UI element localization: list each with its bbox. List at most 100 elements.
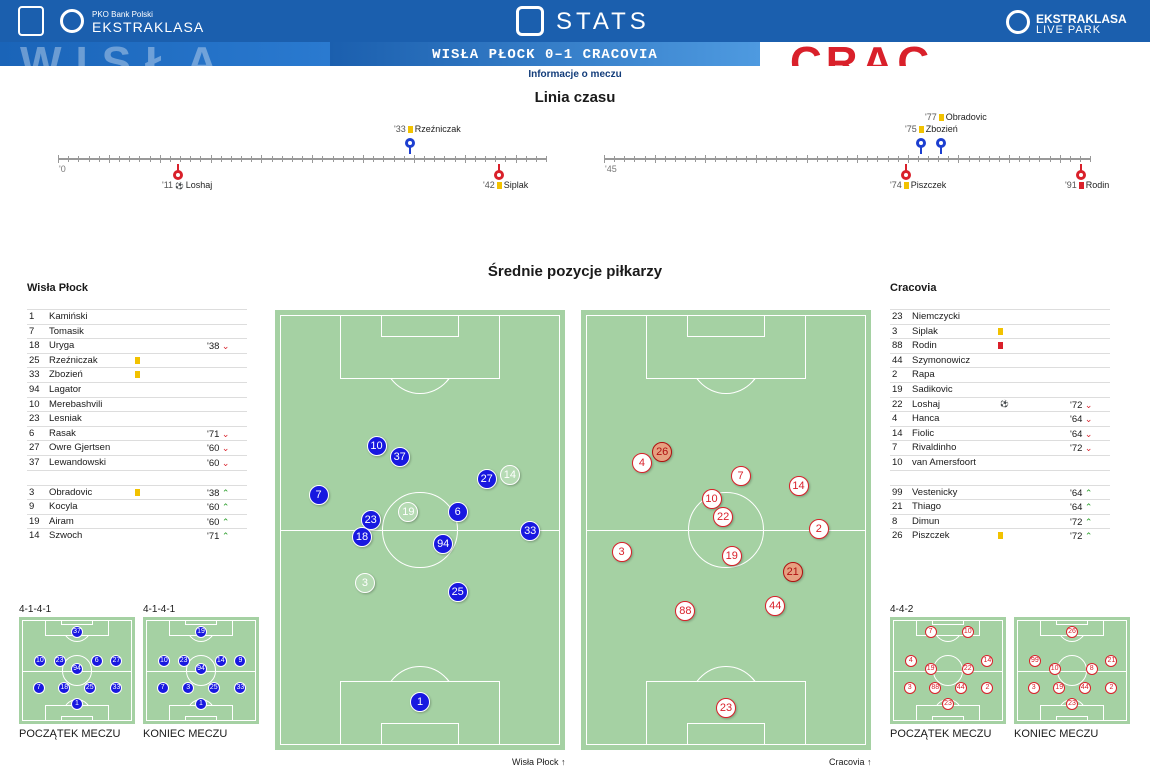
mini-player-marker[interactable]: 7 <box>156 681 169 694</box>
card-pin-icon[interactable] <box>494 164 504 180</box>
home-player-marker[interactable]: 25 <box>447 581 468 602</box>
player-name[interactable]: Thiago <box>912 501 942 513</box>
away-player-marker[interactable]: 3 <box>611 542 632 562</box>
player-name[interactable]: Fiolic <box>912 427 935 439</box>
mini-player-marker[interactable]: 9 <box>234 654 247 667</box>
mini-player-marker[interactable]: 25 <box>83 681 96 694</box>
mini-player-marker[interactable]: 22 <box>961 663 974 676</box>
mini-player-marker[interactable]: 10 <box>1048 663 1061 676</box>
home-player-marker[interactable]: 1 <box>410 691 430 712</box>
mini-player-marker[interactable]: 33 <box>234 681 247 694</box>
mini-player-marker[interactable]: 7 <box>924 625 937 638</box>
mini-player-marker[interactable]: 94 <box>195 663 207 676</box>
home-player-marker[interactable]: 6 <box>447 501 468 522</box>
away-player-marker[interactable]: 10 <box>701 489 722 510</box>
mini-player-marker[interactable]: 1 <box>195 697 207 710</box>
mini-player-marker[interactable]: 2 <box>1105 681 1118 694</box>
player-name[interactable]: Sadikovic <box>912 383 953 395</box>
player-name[interactable]: Lagator <box>49 383 82 395</box>
card-pin-icon[interactable] <box>901 164 911 180</box>
player-name[interactable]: Kamiński <box>49 311 88 322</box>
mini-player-marker[interactable]: 99 <box>1028 654 1041 667</box>
mini-player-marker[interactable]: 23 <box>1066 697 1078 710</box>
card-pin-icon[interactable] <box>936 138 946 154</box>
mini-player-marker[interactable]: 44 <box>954 681 967 694</box>
away-player-marker[interactable]: 23 <box>716 698 736 719</box>
mini-player-marker[interactable]: 18 <box>58 681 71 694</box>
home-player-marker[interactable]: 14 <box>499 465 520 485</box>
home-player-marker[interactable]: 37 <box>389 447 410 468</box>
player-name[interactable]: Loshaj <box>912 398 940 410</box>
card-pin-icon[interactable] <box>916 138 926 154</box>
pko-logo-icon[interactable] <box>18 6 44 36</box>
mini-player-marker[interactable]: 19 <box>1053 681 1066 694</box>
ekstraklasa-logo-icon[interactable] <box>60 9 84 33</box>
mini-player-marker[interactable]: 21 <box>1105 654 1118 667</box>
mini-player-marker[interactable]: 4 <box>904 654 917 667</box>
mini-player-marker[interactable]: 19 <box>924 663 937 676</box>
goal-pin-icon[interactable] <box>173 164 183 180</box>
mini-player-marker[interactable]: 10 <box>33 654 46 667</box>
player-name[interactable]: Rivaldinho <box>912 442 957 454</box>
home-player-marker[interactable]: 10 <box>366 436 387 457</box>
player-name[interactable]: Piszczek <box>912 530 950 542</box>
mini-player-marker[interactable]: 3 <box>903 681 916 694</box>
player-name[interactable]: Szwoch <box>49 530 83 542</box>
livepark-logo-icon[interactable] <box>1006 10 1030 34</box>
away-player-marker[interactable]: 44 <box>765 596 786 617</box>
away-player-marker[interactable]: 22 <box>713 506 734 527</box>
mini-player-marker[interactable]: 23 <box>942 697 954 710</box>
player-name[interactable]: van Amersfoort <box>912 456 976 468</box>
player-name[interactable]: Lewandowski <box>49 456 107 468</box>
mini-player-marker[interactable]: 3 <box>182 681 195 694</box>
mini-player-marker[interactable]: 7 <box>32 681 45 694</box>
card-pin-icon[interactable] <box>1076 164 1086 180</box>
mini-player-marker[interactable]: 25 <box>207 681 220 694</box>
mini-player-marker[interactable]: 10 <box>157 654 170 667</box>
away-player-marker[interactable]: 4 <box>631 453 652 474</box>
mini-player-marker[interactable]: 88 <box>929 681 942 694</box>
away-player-marker[interactable]: 88 <box>675 601 696 622</box>
away-player-marker[interactable]: 26 <box>652 441 673 462</box>
home-player-marker[interactable]: 18 <box>352 527 372 548</box>
mini-player-marker[interactable]: 6 <box>90 654 103 667</box>
stats-title[interactable]: STATS <box>556 8 650 35</box>
player-name[interactable]: Szymonowicz <box>912 354 971 366</box>
away-player-marker[interactable]: 2 <box>808 519 829 540</box>
player-name[interactable]: Rapa <box>912 369 935 381</box>
player-name[interactable]: Merebashvili <box>49 398 103 410</box>
mini-player-marker[interactable]: 10 <box>961 625 974 638</box>
home-player-marker[interactable]: 33 <box>520 521 541 542</box>
home-player-marker[interactable]: 23 <box>360 510 381 531</box>
player-name[interactable]: Kocyla <box>49 501 78 513</box>
mini-player-marker[interactable]: 2 <box>981 681 994 694</box>
away-player-marker[interactable]: 7 <box>730 465 751 486</box>
mini-player-marker[interactable]: 14 <box>981 654 994 667</box>
home-player-marker[interactable]: 94 <box>433 534 454 555</box>
away-player-marker[interactable]: 21 <box>782 561 803 582</box>
player-name[interactable]: Airam <box>49 515 74 527</box>
mini-player-marker[interactable]: 19 <box>195 625 207 638</box>
mini-player-marker[interactable]: 26 <box>1066 625 1078 638</box>
player-name[interactable]: Rzeźniczak <box>49 354 98 366</box>
mini-player-marker[interactable]: 14 <box>214 654 227 667</box>
player-name[interactable]: Rodin <box>912 340 937 352</box>
home-player-marker[interactable]: 27 <box>476 469 497 490</box>
player-name[interactable]: Uryga <box>49 340 75 352</box>
mini-player-marker[interactable]: 44 <box>1078 681 1091 694</box>
player-name[interactable]: Owre Gjertsen <box>49 442 111 454</box>
home-player-marker[interactable]: 19 <box>398 502 419 523</box>
mini-player-marker[interactable]: 23 <box>53 654 66 667</box>
player-name[interactable]: Siplak <box>912 325 938 337</box>
player-name[interactable]: Obradovic <box>49 486 93 498</box>
player-name[interactable]: Rasak <box>49 427 76 439</box>
away-player-marker[interactable]: 14 <box>788 476 809 496</box>
player-name[interactable]: Tomasik <box>49 325 84 337</box>
player-name[interactable]: Hanca <box>912 413 940 425</box>
match-info-link[interactable]: Informacje o meczu <box>528 69 622 80</box>
mini-player-marker[interactable]: 1 <box>71 697 83 710</box>
mini-player-marker[interactable]: 33 <box>110 681 123 694</box>
card-pin-icon[interactable] <box>405 138 415 154</box>
player-name[interactable]: Vestenicky <box>912 486 958 498</box>
mini-player-marker[interactable]: 23 <box>177 654 190 667</box>
